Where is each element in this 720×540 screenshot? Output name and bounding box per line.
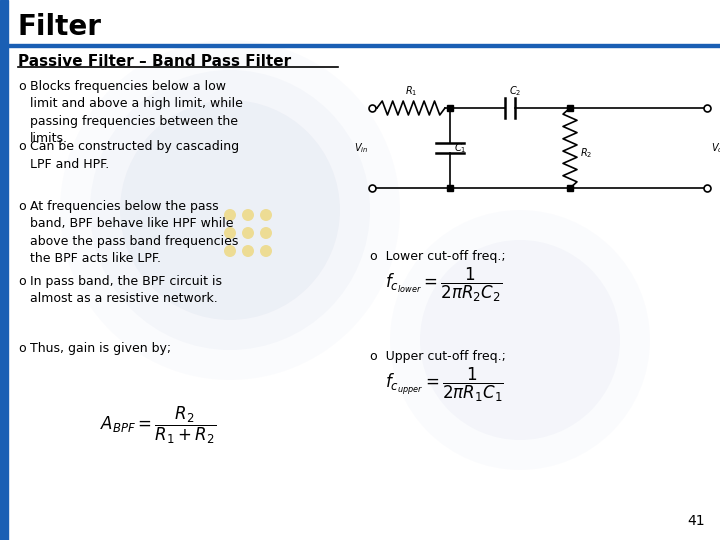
Bar — [0, 0, 8, 540]
Bar — [8, 44, 720, 47]
Circle shape — [242, 245, 254, 257]
Circle shape — [120, 100, 340, 320]
Circle shape — [260, 245, 272, 257]
Text: $V_{out}$: $V_{out}$ — [711, 141, 720, 155]
Circle shape — [90, 70, 370, 350]
Text: Filter: Filter — [18, 13, 102, 41]
Text: $V_{in}$: $V_{in}$ — [354, 141, 368, 155]
Circle shape — [60, 40, 400, 380]
Text: Passive Filter – Band Pass Filter: Passive Filter – Band Pass Filter — [18, 54, 291, 69]
Text: o  Upper cut-off freq.;: o Upper cut-off freq.; — [370, 350, 506, 363]
Text: Can be constructed by cascading
LPF and HPF.: Can be constructed by cascading LPF and … — [30, 140, 239, 171]
Text: o: o — [18, 275, 26, 288]
Text: $R_1$: $R_1$ — [405, 84, 417, 98]
Text: $R_2$: $R_2$ — [580, 146, 593, 160]
Text: o: o — [18, 200, 26, 213]
Text: o: o — [18, 140, 26, 153]
Circle shape — [260, 227, 272, 239]
Text: $C_2$: $C_2$ — [509, 84, 521, 98]
Circle shape — [224, 245, 236, 257]
Circle shape — [390, 210, 650, 470]
Circle shape — [224, 209, 236, 221]
Circle shape — [242, 209, 254, 221]
Circle shape — [420, 240, 620, 440]
Text: o: o — [18, 80, 26, 93]
Text: 41: 41 — [688, 514, 705, 528]
Circle shape — [224, 227, 236, 239]
Text: o: o — [18, 342, 26, 355]
Text: At frequencies below the pass
band, BPF behave like HPF while
above the pass ban: At frequencies below the pass band, BPF … — [30, 200, 238, 266]
Text: o  Lower cut-off freq.;: o Lower cut-off freq.; — [370, 250, 505, 263]
Text: $f_{c_{lower}} = \dfrac{1}{2\pi R_2 C_2}$: $f_{c_{lower}} = \dfrac{1}{2\pi R_2 C_2}… — [385, 266, 503, 304]
Circle shape — [242, 227, 254, 239]
Text: In pass band, the BPF circuit is
almost as a resistive network.: In pass band, the BPF circuit is almost … — [30, 275, 222, 306]
Text: $A_{BPF} = \dfrac{R_2}{R_1 + R_2}$: $A_{BPF} = \dfrac{R_2}{R_1 + R_2}$ — [100, 404, 216, 445]
Text: Thus, gain is given by;: Thus, gain is given by; — [30, 342, 171, 355]
Text: $f_{c_{upper}} = \dfrac{1}{2\pi R_1 C_1}$: $f_{c_{upper}} = \dfrac{1}{2\pi R_1 C_1}… — [385, 366, 504, 404]
Circle shape — [260, 209, 272, 221]
Text: $C_1$: $C_1$ — [454, 141, 467, 155]
Text: Blocks frequencies below a low
limit and above a high limit, while
passing frequ: Blocks frequencies below a low limit and… — [30, 80, 243, 145]
